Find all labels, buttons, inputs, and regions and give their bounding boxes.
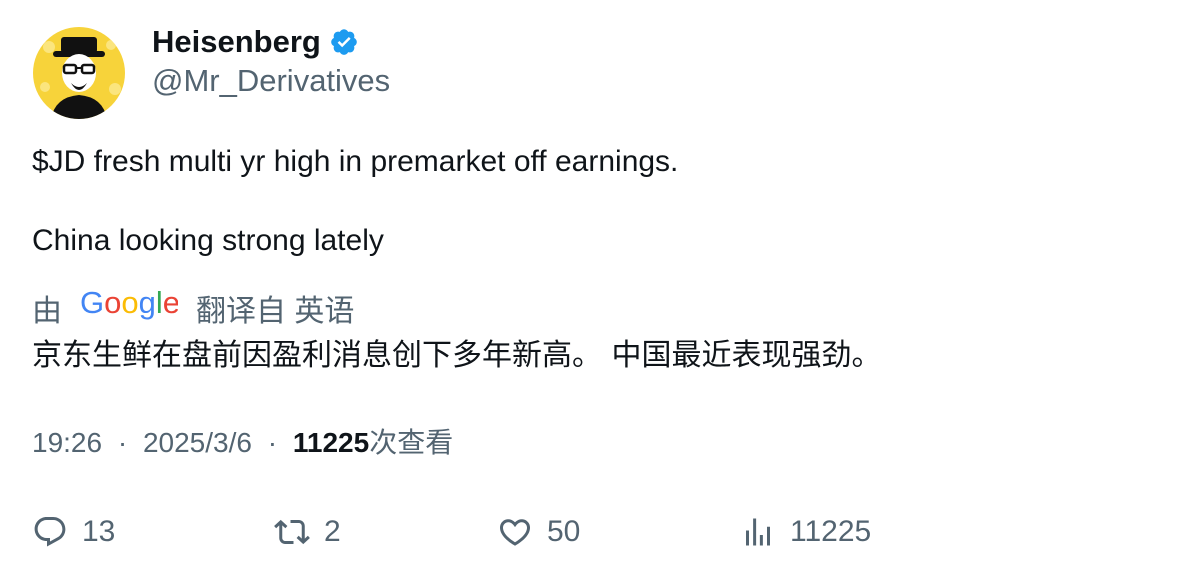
- author-name[interactable]: Heisenberg: [152, 24, 321, 59]
- analytics-icon: [746, 518, 770, 546]
- google-logo-icon: Google: [80, 285, 180, 330]
- like-count: 50: [547, 515, 581, 548]
- translation-prefix: 由: [32, 295, 62, 328]
- avatar[interactable]: [33, 27, 125, 119]
- views-button[interactable]: 11225: [740, 510, 871, 554]
- views-count: 11225: [292, 427, 370, 458]
- like-button[interactable]: 50: [497, 510, 580, 554]
- retweet-count: 2: [324, 515, 341, 548]
- tweet-date[interactable]: 2025/3/6: [142, 427, 252, 458]
- tweet-text-line: China looking strong lately: [32, 224, 384, 257]
- tweet-time[interactable]: 19:26: [32, 427, 103, 458]
- retweet-button[interactable]: 2: [274, 510, 341, 554]
- retweet-icon: [274, 519, 310, 545]
- tweet-meta: 19:26 · 2025/3/6 · 11225次查看: [32, 425, 453, 461]
- reply-button[interactable]: 13: [32, 510, 115, 554]
- translation-attribution: 由 Google 翻译自 英语: [32, 285, 355, 330]
- reply-icon: [34, 517, 66, 547]
- meta-separator: ·: [117, 427, 128, 458]
- translation-suffix[interactable]: 翻译自 英语: [196, 295, 355, 328]
- author-handle[interactable]: @Mr_Derivatives: [152, 63, 391, 98]
- views-action-count: 11225: [790, 515, 872, 548]
- tweet-text-line: $JD fresh multi yr high in premarket off…: [32, 145, 679, 178]
- heisenberg-avatar-icon: [33, 27, 125, 119]
- verified-badge-icon: [329, 27, 359, 57]
- translated-text: 京东生鲜在盘前因盈利消息创下多年新高。 中国最近表现强劲。: [32, 338, 882, 373]
- action-bar: 13 2 50 11225: [0, 510, 1196, 554]
- views-label: 次查看: [369, 427, 454, 458]
- reply-count: 13: [82, 515, 116, 548]
- author-name-row[interactable]: Heisenberg: [152, 24, 359, 60]
- svg-text:Google: Google: [80, 286, 178, 320]
- heart-icon: [499, 519, 531, 546]
- meta-separator: ·: [267, 427, 278, 458]
